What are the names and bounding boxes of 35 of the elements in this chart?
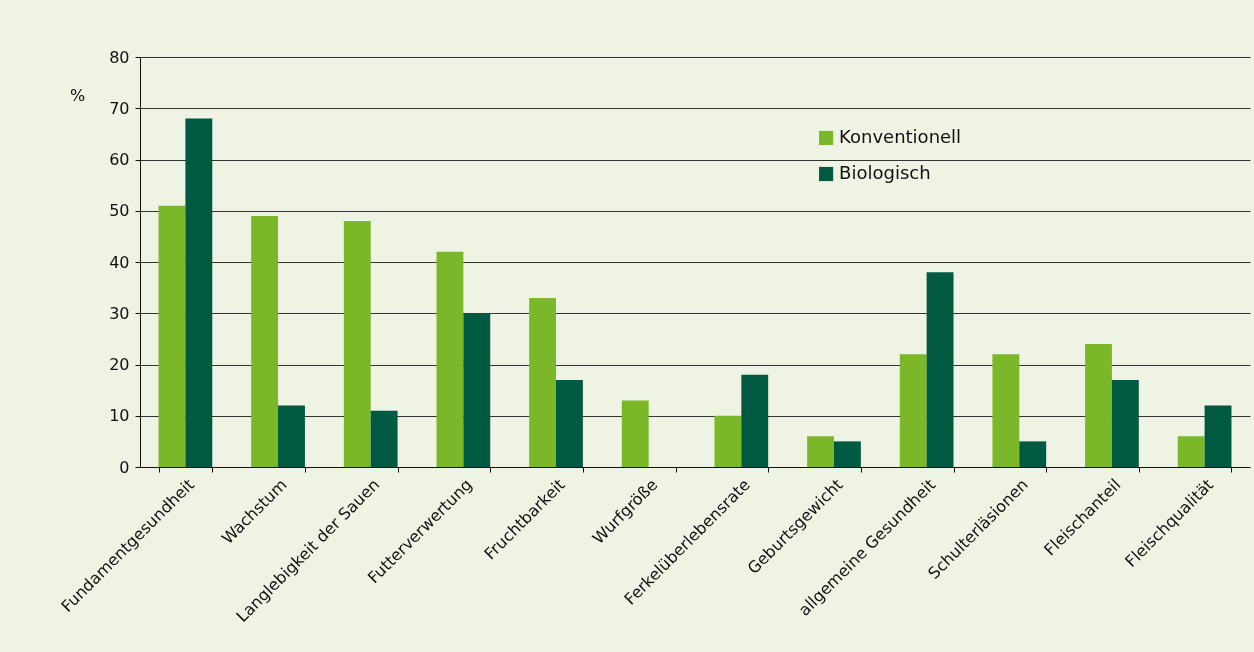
bar	[463, 313, 491, 467]
y-tick-label: 70	[109, 98, 130, 118]
bar	[1177, 436, 1205, 467]
bar	[1111, 379, 1139, 467]
bar	[1085, 344, 1112, 467]
bar	[1019, 441, 1047, 467]
bar	[185, 118, 213, 467]
bar	[621, 400, 649, 467]
bar	[529, 297, 557, 467]
bar	[436, 251, 464, 467]
y-tick-label: 10	[109, 406, 130, 426]
bar	[251, 215, 279, 467]
y-tick-label: 40	[109, 252, 130, 272]
bar	[370, 410, 398, 467]
bar	[158, 205, 186, 467]
y-tick-label: 30	[109, 303, 130, 323]
bar	[278, 405, 305, 467]
y-axis-title: %	[69, 85, 86, 105]
bar	[926, 272, 954, 467]
bar	[992, 354, 1020, 467]
bar	[556, 379, 583, 467]
y-tick-label: 0	[119, 457, 130, 477]
legend-label: Konventionell	[839, 126, 962, 147]
y-tick-label: 60	[109, 150, 130, 169]
bar	[714, 415, 742, 467]
bar	[833, 441, 861, 467]
y-tick-label: 20	[109, 355, 130, 374]
bar	[741, 374, 769, 467]
bar	[343, 221, 371, 467]
legend-label: Biologisch	[839, 162, 931, 183]
bar	[1204, 405, 1232, 467]
bar	[899, 354, 927, 467]
y-tick-label: 80	[109, 47, 130, 67]
bar	[807, 436, 834, 467]
y-tick-label: 50	[109, 201, 130, 221]
